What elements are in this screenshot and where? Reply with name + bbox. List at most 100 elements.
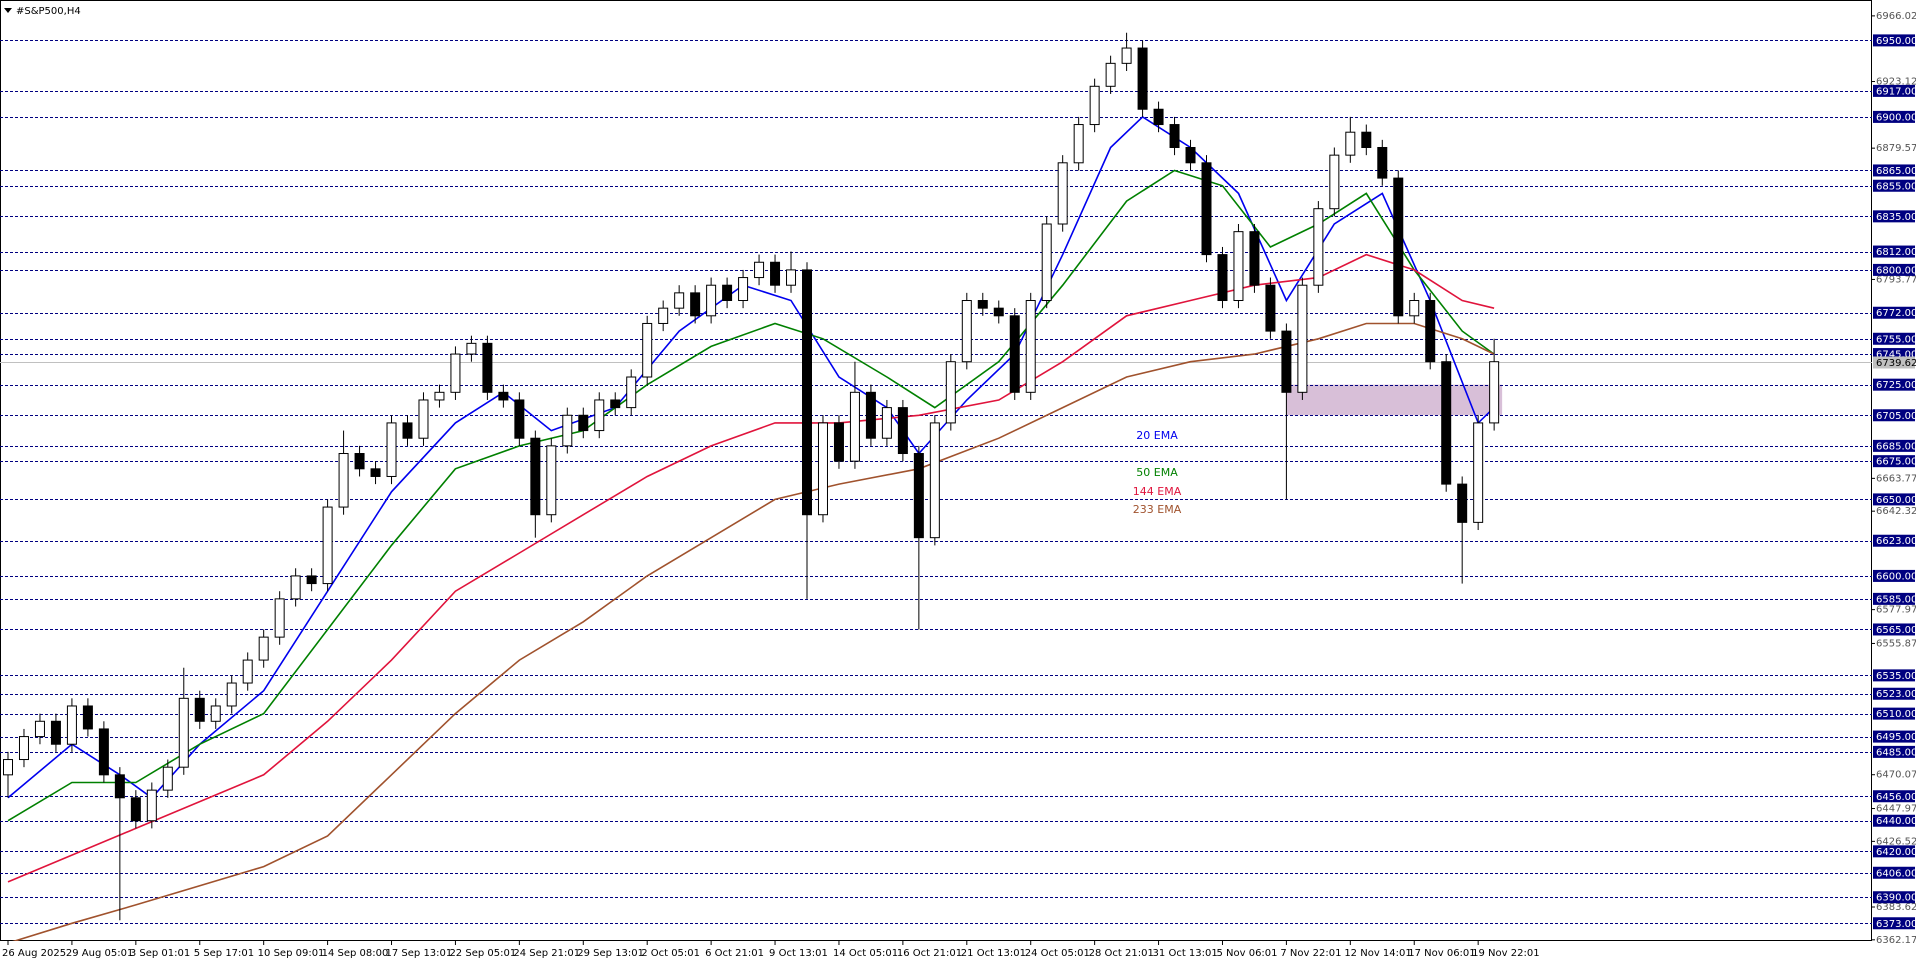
candle-body [34, 720, 45, 738]
x-tick-label: 3 Sep 01:01 [130, 948, 190, 959]
x-tick-label: 17 Sep 13:01 [386, 948, 453, 959]
candle-body [242, 659, 253, 684]
level-label-box [1873, 245, 1915, 258]
candle-body [754, 261, 765, 279]
candle-body [258, 636, 269, 661]
level-label: 6900.00 [1876, 112, 1916, 123]
x-tick-label: 28 Oct 21:01 [1089, 948, 1154, 959]
candle-body [514, 399, 525, 439]
candle-body [354, 453, 365, 470]
x-tick-label: 7 Nov 22:01 [1280, 948, 1341, 959]
level-label: 6440.00 [1876, 816, 1916, 827]
candle-body [338, 453, 349, 508]
level-label-box [1873, 378, 1915, 391]
candle-body [194, 697, 205, 722]
candle-body [450, 353, 461, 393]
y-tick-label: 6642.32 [1876, 506, 1916, 517]
candle-body [945, 361, 956, 424]
candle-body [1185, 146, 1196, 164]
x-tick-label: 26 Aug 2025 [2, 948, 66, 959]
candle-body [50, 720, 61, 745]
candle-body [1329, 154, 1340, 210]
candle-body [1457, 483, 1468, 523]
candle-body [722, 284, 733, 302]
candle-body [929, 422, 940, 539]
level-label-box [1873, 493, 1915, 506]
candle-body [146, 789, 157, 822]
candle-body [913, 453, 924, 539]
level-label-box [1873, 687, 1915, 700]
x-tick-label: 2 Oct 05:01 [641, 948, 700, 959]
candle-body [546, 445, 557, 516]
level-label: 6865.00 [1876, 166, 1916, 177]
level-label: 6406.00 [1876, 868, 1916, 879]
x-tick-label: 14 Oct 05:01 [833, 948, 898, 959]
level-label: 6835.00 [1876, 212, 1916, 223]
y-tick-label: 6383.62 [1876, 902, 1916, 913]
chart-title: #S&P500,H4 [16, 6, 81, 17]
candle-body [786, 269, 797, 286]
level-label-box [1873, 707, 1915, 720]
x-tick-label: 10 Sep 09:01 [258, 948, 325, 959]
x-tick-label: 17 Nov 06:01 [1408, 948, 1475, 959]
candle-body [1201, 162, 1212, 256]
current-price-box [1873, 356, 1915, 369]
candle-body [1009, 315, 1020, 393]
candle-body [66, 705, 77, 745]
candle-body [434, 391, 445, 401]
level-label-box [1873, 164, 1915, 177]
candle-body [1233, 231, 1244, 302]
candle-body [1169, 124, 1180, 148]
candle-body [386, 422, 397, 477]
level-label: 6565.00 [1876, 625, 1916, 636]
candle-body [817, 422, 828, 516]
candle-body [1105, 62, 1116, 87]
candle-body [658, 307, 669, 324]
y-tick-label: 6966.02 [1876, 11, 1916, 22]
level-label-box [1873, 179, 1915, 192]
candle-body [594, 399, 605, 432]
candle-body [881, 407, 892, 439]
y-tick-label: 6663.77 [1876, 473, 1916, 484]
candle-body [897, 407, 908, 455]
ema-label: 233 EMA [1133, 503, 1182, 516]
x-tick-label: 5 Sep 17:01 [194, 948, 254, 959]
y-tick-label: 6879.57 [1876, 143, 1916, 154]
menu-arrow[interactable] [4, 8, 12, 13]
candle-body [210, 705, 221, 722]
level-label: 6523.00 [1876, 689, 1916, 700]
level-label: 6585.00 [1876, 594, 1916, 605]
y-tick-label: 6447.97 [1876, 804, 1916, 815]
candle-body [1409, 300, 1420, 317]
level-label: 6535.00 [1876, 671, 1916, 682]
candle-body [738, 277, 749, 302]
candle-body [1265, 284, 1276, 332]
level-label-box [1873, 332, 1915, 345]
candle-body [1121, 47, 1132, 64]
level-label: 6755.00 [1876, 334, 1916, 345]
ema-label: 50 EMA [1136, 466, 1178, 479]
candle-body [322, 506, 333, 585]
x-tick-label: 24 Oct 05:01 [1025, 948, 1090, 959]
level-label-box [1873, 866, 1915, 879]
level-label-box [1873, 455, 1915, 468]
level-label: 6456.00 [1876, 792, 1916, 803]
candle-body [1345, 131, 1356, 156]
level-label: 6650.00 [1876, 495, 1916, 506]
candle-body [1473, 422, 1484, 523]
level-label-box [1873, 592, 1915, 605]
plot-area [0, 32, 1872, 941]
level-label-box [1873, 891, 1915, 904]
level-label: 6600.00 [1876, 571, 1916, 582]
candle-body [1489, 361, 1500, 424]
candle-body [418, 399, 429, 439]
candle-body [690, 292, 701, 317]
zone [1286, 384, 1503, 416]
candle-body [1313, 208, 1324, 286]
level-label: 6772.00 [1876, 308, 1916, 319]
ema-label: 144 EMA [1133, 485, 1182, 498]
candle-body [626, 376, 637, 409]
candle-body [3, 759, 13, 776]
